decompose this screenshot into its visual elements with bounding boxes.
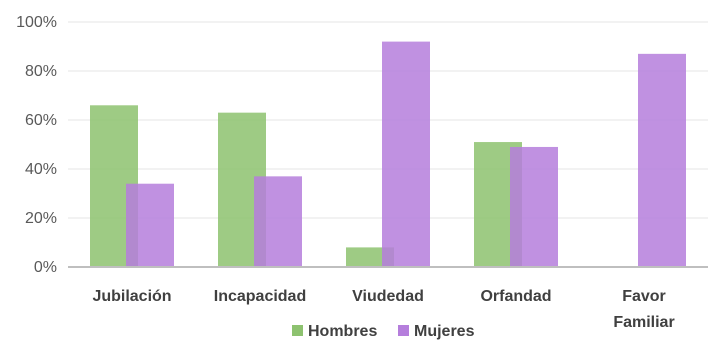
- y-tick-label: 80%: [25, 63, 57, 80]
- bar-mujeres-2: [382, 41, 430, 267]
- bar-mujeres-4: [638, 53, 686, 267]
- bar-mujeres-3: [510, 146, 558, 267]
- x-tick-label: Jubilación: [92, 288, 171, 305]
- x-tick-label-line: Familiar: [613, 314, 674, 331]
- x-tick-label: Favor Familiar: [613, 288, 674, 331]
- legend-label-hombres: Hombres: [308, 323, 377, 340]
- legend-swatch-hombres: [292, 325, 303, 336]
- x-tick-label: Orfandad: [480, 288, 551, 305]
- x-tick-label-line: Favor: [622, 288, 666, 305]
- x-tick-label-line: Viudedad: [352, 288, 424, 305]
- legend-swatch-mujeres: [398, 325, 409, 336]
- y-tick-label: 40%: [25, 161, 57, 178]
- x-tick-label: Viudedad: [352, 288, 424, 305]
- bar-mujeres-1: [254, 176, 302, 267]
- bar-mujeres-0: [126, 183, 174, 267]
- x-tick-label: Incapacidad: [214, 288, 306, 305]
- y-tick-label: 60%: [25, 112, 57, 129]
- x-tick-label-line: Orfandad: [480, 288, 551, 305]
- legend-label-mujeres: Mujeres: [414, 323, 475, 340]
- y-tick-label: 20%: [25, 210, 57, 227]
- x-tick-label-line: Jubilación: [92, 288, 171, 305]
- y-tick-label: 100%: [16, 14, 57, 31]
- y-tick-label: 0%: [34, 259, 57, 276]
- x-tick-label-line: Incapacidad: [214, 288, 306, 305]
